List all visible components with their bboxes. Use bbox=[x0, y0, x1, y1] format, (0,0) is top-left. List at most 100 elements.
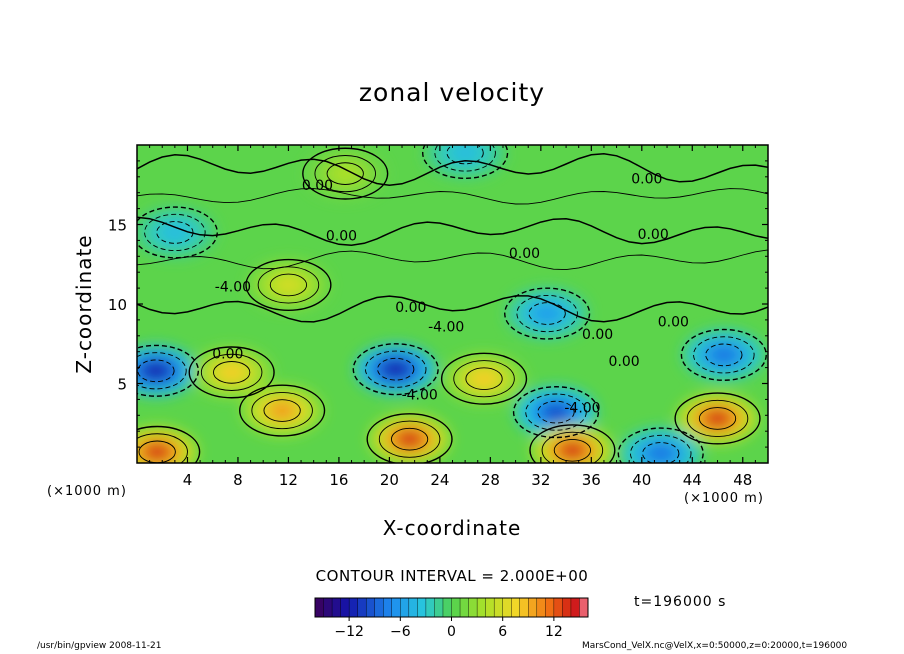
contour-line bbox=[537, 400, 575, 424]
contour-interval-text: CONTOUR INTERVAL = 2.000E+00 bbox=[315, 567, 589, 585]
contour-line bbox=[528, 302, 566, 325]
colorbar-cell bbox=[511, 597, 521, 618]
contour-line bbox=[617, 427, 704, 463]
contour-line bbox=[446, 145, 484, 165]
contour-line bbox=[705, 343, 743, 367]
colorbar-cell bbox=[357, 597, 367, 618]
contour-line bbox=[364, 350, 427, 388]
contour-label: 0.00 bbox=[609, 354, 640, 370]
contour-line bbox=[512, 386, 600, 439]
contour-line bbox=[200, 353, 263, 391]
contour-line bbox=[213, 361, 251, 384]
contour-line bbox=[553, 438, 592, 462]
colorbar-cell bbox=[502, 597, 512, 618]
y-tick-label: 15 bbox=[108, 217, 127, 235]
contour-line bbox=[137, 433, 188, 463]
footer-source: MarsCond_VelX.nc@VelX,x=0:50000,z=0:2000… bbox=[582, 641, 848, 651]
colorbar-cell bbox=[476, 597, 487, 618]
contour-line bbox=[257, 266, 320, 304]
contour-line bbox=[137, 152, 768, 187]
contour-line bbox=[251, 391, 313, 430]
contour-line bbox=[137, 295, 768, 323]
x-axis-label: X-coordinate bbox=[382, 516, 522, 540]
contour-line bbox=[366, 413, 453, 463]
contour-line bbox=[698, 407, 737, 430]
x-tick-label: 32 bbox=[531, 471, 550, 489]
contour-line bbox=[137, 249, 768, 271]
x-tick-label: 8 bbox=[233, 471, 243, 489]
chart-title: zonal velocity bbox=[358, 78, 546, 107]
colorbar-tick-label: −6 bbox=[390, 624, 411, 640]
heatmap-feature bbox=[395, 430, 424, 449]
contour-label: -4.00 bbox=[428, 319, 464, 335]
contour-label: -4.00 bbox=[215, 280, 251, 296]
contour-line bbox=[422, 145, 509, 180]
heatmap-feature bbox=[331, 164, 360, 183]
heatmap-feature bbox=[703, 409, 732, 428]
colorbar-cell bbox=[485, 597, 495, 618]
colorbar-cell bbox=[323, 597, 333, 618]
x-tick-label: 20 bbox=[380, 471, 399, 489]
heatmap-feature bbox=[381, 360, 410, 379]
colorbar-cell bbox=[570, 597, 580, 618]
contour-line bbox=[525, 393, 587, 431]
time-label: t=196000 s bbox=[634, 594, 727, 610]
colorbar-cell bbox=[314, 597, 325, 618]
contour-label: -4.00 bbox=[402, 388, 438, 404]
heatmap-feature bbox=[709, 345, 738, 364]
heatmap-feature bbox=[541, 403, 571, 422]
colorbar-cell bbox=[468, 597, 478, 618]
colorbar-cell bbox=[348, 597, 359, 618]
contour-line bbox=[245, 258, 332, 311]
heatmap-feature bbox=[143, 442, 172, 461]
colorbar-cell bbox=[493, 597, 504, 618]
colorbar-cell bbox=[459, 597, 470, 618]
colorbar-cell bbox=[451, 597, 461, 618]
colorbar-cell bbox=[562, 597, 572, 618]
colorbar-cell bbox=[391, 597, 401, 618]
x-tick-label: 40 bbox=[632, 471, 651, 489]
heatmap-feature bbox=[141, 361, 171, 380]
contour-label: 0.00 bbox=[509, 246, 540, 262]
colorbar-cell bbox=[519, 597, 529, 618]
contour-line bbox=[302, 147, 389, 200]
contour-line bbox=[137, 352, 187, 390]
heatmap-feature bbox=[558, 441, 587, 460]
contour-line bbox=[440, 352, 528, 405]
colorbar-cell bbox=[442, 597, 453, 618]
x-tick-label: 48 bbox=[733, 471, 752, 489]
heatmap-feature bbox=[469, 369, 499, 388]
contour-label: -4.00 bbox=[564, 400, 600, 416]
colorbar-cell bbox=[528, 597, 538, 618]
colorbar-cell bbox=[579, 597, 589, 618]
field-background bbox=[137, 145, 768, 463]
x-tick-label: 24 bbox=[430, 471, 449, 489]
contour-line bbox=[314, 155, 376, 193]
contour-line bbox=[137, 206, 218, 259]
contour-line bbox=[674, 392, 761, 445]
heatmap-feature bbox=[160, 223, 189, 242]
heatmap-feature bbox=[217, 363, 246, 382]
colorbar-cell bbox=[408, 597, 418, 618]
contour-line bbox=[239, 384, 326, 437]
colorbar: −12 −6 0 6 12 bbox=[314, 597, 589, 640]
colorbar-cell bbox=[545, 597, 555, 618]
contour-line bbox=[137, 359, 175, 383]
y-tick-label: 5 bbox=[117, 376, 127, 394]
colorbar-cell bbox=[417, 597, 427, 618]
colorbar-cell bbox=[374, 597, 384, 618]
contour-line bbox=[529, 424, 616, 463]
contour-label: 0.00 bbox=[212, 346, 243, 362]
colorbar-cell bbox=[383, 597, 393, 618]
heatmap-feature bbox=[646, 444, 675, 463]
footer-command: /usr/bin/gpview 2008-11-21 bbox=[37, 641, 162, 651]
x-unit-right: (×1000 m) bbox=[684, 491, 764, 506]
x-tick-label: 28 bbox=[481, 471, 500, 489]
x-tick-label: 4 bbox=[183, 471, 193, 489]
contour-label: 0.00 bbox=[582, 327, 613, 343]
colorbar-cell bbox=[400, 597, 410, 618]
colorbar-cell bbox=[553, 597, 563, 618]
contour-label: 0.00 bbox=[658, 314, 689, 330]
heatmap-feature bbox=[267, 401, 297, 420]
contour-line bbox=[144, 213, 206, 252]
